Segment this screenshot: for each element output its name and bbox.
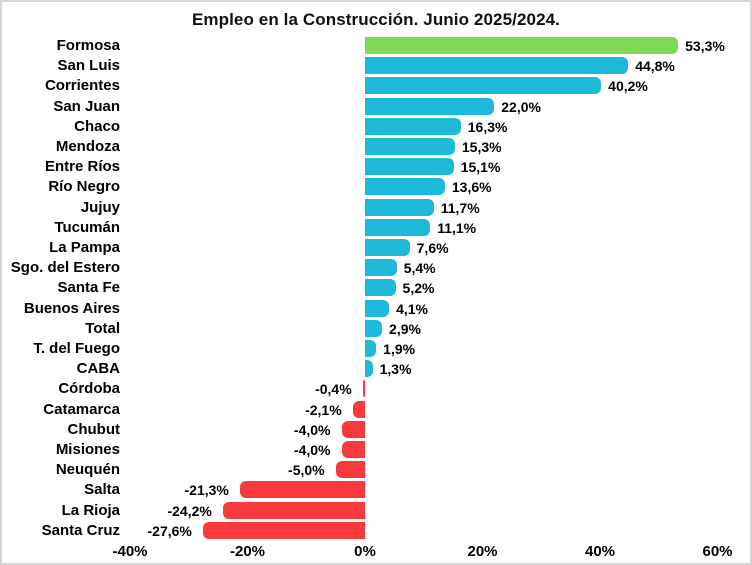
category-label: T. del Fuego	[33, 340, 120, 357]
bar-negative	[222, 501, 365, 519]
bar-positive	[365, 259, 397, 277]
bar-positive	[365, 198, 434, 216]
bar-positive	[365, 360, 373, 378]
value-label: 1,3%	[379, 361, 412, 378]
bar-negative	[362, 380, 365, 398]
value-label: 22,0%	[501, 98, 541, 115]
value-label: -24,2%	[167, 502, 212, 519]
value-label: 11,1%	[437, 219, 477, 236]
value-label: -27,6%	[147, 522, 192, 539]
chart-title: Empleo en la Construcción. Junio 2025/20…	[191, 10, 561, 29]
category-label: La Pampa	[49, 239, 120, 256]
bar-positive	[365, 340, 377, 357]
value-label: -5,0%	[288, 462, 325, 479]
category-label: Salta	[84, 481, 120, 499]
bar-negative	[202, 521, 365, 539]
value-label: 11,7%	[440, 199, 480, 216]
bar-positive	[365, 218, 431, 236]
category-label: Mendoza	[55, 138, 120, 155]
bar-negative	[352, 400, 365, 418]
value-label: -2,1%	[305, 401, 342, 418]
category-label: Corrientes	[44, 77, 120, 95]
category-label: San Juan	[53, 97, 120, 115]
category-label: Misiones	[55, 441, 120, 458]
bar-negative	[239, 481, 365, 499]
category-label: Córdoba	[58, 380, 120, 398]
bar-positive	[365, 239, 410, 256]
category-label: Neuquén	[55, 461, 120, 479]
category-label: Chaco	[74, 117, 120, 135]
value-label: 2,9%	[389, 320, 421, 337]
value-label: 4,1%	[396, 300, 428, 317]
category-label: CABA	[76, 360, 120, 378]
bar-positive	[365, 299, 390, 317]
bar-positive	[365, 178, 445, 196]
category-label: Santa Cruz	[41, 521, 120, 539]
category-label: Entre Ríos	[44, 158, 120, 176]
category-label: La Rioja	[61, 501, 120, 519]
value-label: 44,8%	[635, 58, 675, 75]
bar-positive	[365, 97, 495, 115]
value-label: -4,0%	[293, 442, 331, 458]
bar-positive	[365, 138, 455, 155]
value-label: 5,2%	[402, 280, 435, 297]
category-label: Sgo. del Estero	[10, 259, 120, 277]
x-axis-tick: 40%	[584, 543, 616, 560]
bar-positive	[365, 117, 461, 135]
value-label: 13,6%	[451, 179, 492, 196]
x-axis-tick: -20%	[229, 543, 266, 560]
value-label: 16,3%	[467, 118, 508, 135]
value-label: 40,2%	[608, 78, 648, 95]
bar-positive	[365, 158, 454, 176]
x-axis-tick: 20%	[467, 543, 498, 560]
bar-positive	[365, 319, 383, 337]
bar-positive	[365, 279, 396, 297]
category-label: Chubut	[67, 420, 120, 438]
value-label: 53,3%	[685, 38, 725, 54]
category-label: San Luis	[57, 57, 120, 75]
value-label: -4,0%	[293, 421, 331, 438]
value-label: 15,3%	[461, 139, 502, 155]
bar-positive	[365, 37, 679, 54]
bar-negative	[341, 420, 365, 438]
bar-negative	[341, 441, 365, 458]
bar-negative	[335, 461, 365, 479]
value-label: -21,3%	[184, 482, 229, 499]
value-label: 5,4%	[403, 260, 436, 277]
category-label: Jujuy	[80, 198, 120, 216]
x-axis-tick: 60%	[702, 543, 733, 560]
category-label: Total	[85, 319, 120, 337]
category-label: Buenos Aires	[23, 299, 120, 317]
value-label: 1,9%	[383, 341, 416, 357]
category-label: Santa Fe	[57, 279, 120, 297]
category-label: Tucumán	[54, 218, 120, 236]
bar-positive	[365, 57, 629, 75]
bar-positive	[365, 77, 602, 95]
x-axis-tick: -40%	[112, 543, 148, 560]
value-label: 15,1%	[460, 159, 501, 176]
x-axis-tick: 0%	[354, 543, 376, 560]
category-label: Río Negro	[48, 178, 120, 196]
category-label: Formosa	[56, 37, 120, 54]
value-label: 7,6%	[416, 240, 449, 256]
value-label: -0,4%	[315, 381, 352, 398]
category-label: Catamarca	[43, 400, 120, 418]
